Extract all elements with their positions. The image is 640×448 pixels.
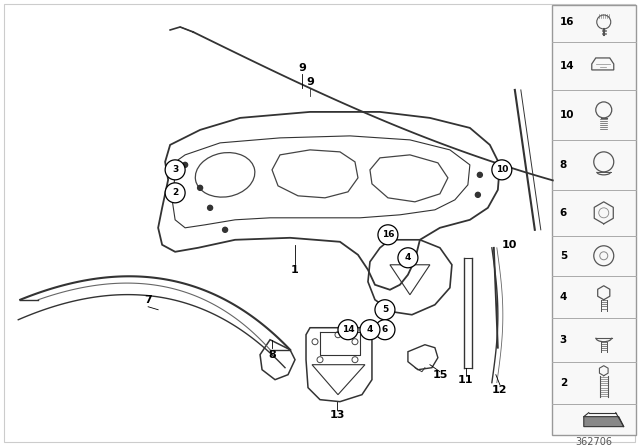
FancyBboxPatch shape [552,5,636,435]
Text: 6: 6 [560,208,567,218]
Text: 5: 5 [560,251,567,261]
Text: 15: 15 [432,370,447,380]
Text: 12: 12 [492,385,508,395]
Text: 5: 5 [382,305,388,314]
Text: 1: 1 [291,265,299,275]
Text: 10: 10 [496,165,508,174]
Text: 8: 8 [560,160,567,170]
Text: 11: 11 [458,375,474,385]
Circle shape [338,320,358,340]
Circle shape [477,172,483,177]
Circle shape [375,300,395,320]
Circle shape [165,160,185,180]
Circle shape [173,192,178,197]
Text: 3: 3 [172,165,179,174]
Circle shape [493,161,511,179]
Text: 9: 9 [298,63,306,73]
Text: 4: 4 [404,253,411,262]
Text: 4: 4 [560,292,567,302]
Circle shape [476,192,481,197]
Circle shape [198,185,203,190]
Text: 9: 9 [306,77,314,87]
Polygon shape [584,417,624,426]
Text: 14: 14 [342,325,355,334]
Circle shape [398,248,418,268]
Text: 10: 10 [560,110,574,120]
Circle shape [360,320,380,340]
Circle shape [223,227,228,233]
Text: 2: 2 [560,378,567,388]
Text: 16: 16 [560,17,574,27]
Circle shape [492,160,512,180]
Circle shape [165,183,185,203]
Text: 2: 2 [172,188,179,197]
Circle shape [378,225,398,245]
Circle shape [375,320,395,340]
Text: 6: 6 [382,325,388,334]
Text: 3: 3 [560,335,567,345]
Text: 10: 10 [495,165,509,175]
Text: 362706: 362706 [575,437,612,447]
Circle shape [207,205,212,210]
Text: 7: 7 [144,295,152,305]
Text: 4: 4 [367,325,373,334]
Text: 8: 8 [268,350,276,360]
Text: 14: 14 [560,61,575,71]
Text: 16: 16 [381,230,394,239]
Text: 13: 13 [330,409,345,420]
Text: 10: 10 [502,240,518,250]
Circle shape [182,162,188,168]
Text: 10: 10 [495,165,508,174]
